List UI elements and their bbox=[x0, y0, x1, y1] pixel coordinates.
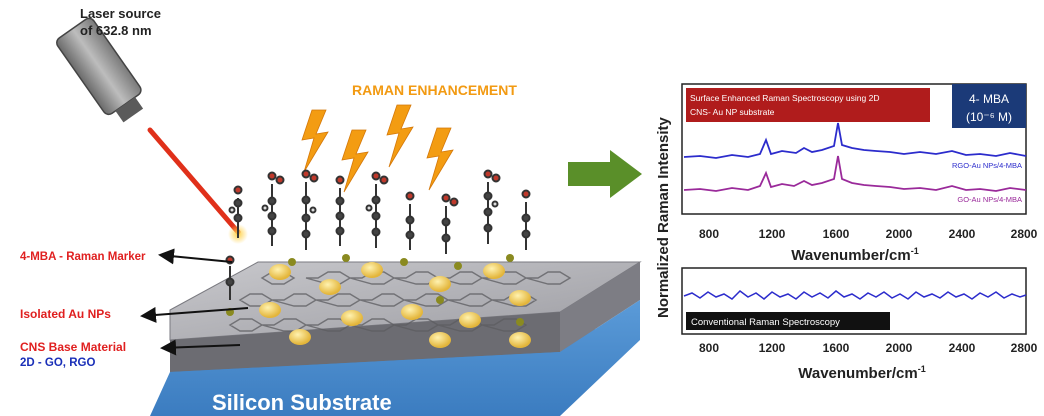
bottom-chart-banner bbox=[686, 312, 890, 330]
marker-arrow bbox=[158, 248, 233, 265]
bottom-tick-label: 2400 bbox=[949, 341, 976, 355]
laser-label-line2: of 632.8 nm bbox=[80, 23, 152, 38]
top-chart-banner-line1: Surface Enhanced Raman Spectroscopy usin… bbox=[690, 93, 879, 103]
bottom-tick-label: 800 bbox=[699, 341, 719, 355]
go-spectrum-line bbox=[683, 155, 1027, 192]
bottom-tick-label: 2800 bbox=[1011, 341, 1038, 355]
rgo-spectrum-line bbox=[683, 122, 1027, 159]
top-chart-banner bbox=[686, 88, 930, 122]
top-x-ticks: 800 1200 1600 2000 2400 2800 bbox=[699, 227, 1038, 241]
bottom-chart-banner-text: Conventional Raman Spectroscopy bbox=[691, 317, 840, 328]
bottom-tick-label: 1600 bbox=[823, 341, 850, 355]
bottom-x-ticks: 800 1200 1600 2000 2400 2800 bbox=[699, 341, 1038, 355]
cns-arrow bbox=[160, 339, 241, 356]
bottom-tick-label: 2000 bbox=[886, 341, 913, 355]
molecule-badge-line1: 4- MBA bbox=[969, 92, 1009, 106]
top-chart-banner-line2: CNS- Au NP substrate bbox=[690, 107, 775, 117]
top-x-axis-label: Wavenumber/cm-1 bbox=[791, 246, 919, 264]
substrate-label: Silicon Substrate bbox=[212, 390, 392, 415]
top-tick-label: 1200 bbox=[759, 227, 786, 241]
bottom-x-axis-label: Wavenumber/cm-1 bbox=[798, 364, 926, 382]
lightning-bolt-icon bbox=[301, 109, 329, 173]
y-axis-label: Normalized Raman Intensity bbox=[655, 116, 672, 318]
bottom-tick-label: 1200 bbox=[759, 341, 786, 355]
green-arrow-icon bbox=[568, 150, 642, 198]
au-label: Isolated Au NPs bbox=[20, 307, 111, 321]
lightning-bolt-icon bbox=[426, 127, 454, 191]
top-tick-label: 2400 bbox=[949, 227, 976, 241]
top-tick-label: 2000 bbox=[886, 227, 913, 241]
lightning-bolts bbox=[301, 104, 454, 193]
molecule-badge bbox=[952, 84, 1026, 128]
conventional-spectrum-line bbox=[683, 290, 1027, 300]
go-series-label: GO-Au NPs/4-MBA bbox=[957, 195, 1022, 204]
cns-label: CNS Base Material bbox=[20, 340, 126, 354]
lightning-bolt-icon bbox=[386, 104, 414, 168]
laser-source bbox=[56, 17, 248, 244]
marker-label: 4-MBA - Raman Marker bbox=[20, 251, 146, 263]
laser-label-line1: Laser source bbox=[80, 6, 161, 21]
rgo-series-label: RGO-Au NPs/4-MBA bbox=[952, 161, 1022, 170]
cns-sub-label: 2D - GO, RGO bbox=[20, 357, 95, 369]
molecule-badge-line2: (10⁻⁶ M) bbox=[966, 110, 1012, 124]
top-tick-label: 1600 bbox=[823, 227, 850, 241]
cns-lattice bbox=[228, 271, 572, 332]
top-tick-label: 2800 bbox=[1011, 227, 1038, 241]
lightning-bolt-icon bbox=[341, 129, 369, 193]
raman-enhancement-label: RAMAN ENHANCEMENT bbox=[352, 82, 517, 98]
au-arrow bbox=[140, 306, 249, 323]
au-nanoparticles bbox=[259, 262, 531, 348]
top-tick-label: 800 bbox=[699, 227, 719, 241]
laser-beam bbox=[147, 127, 241, 235]
mba-molecules bbox=[225, 169, 531, 300]
